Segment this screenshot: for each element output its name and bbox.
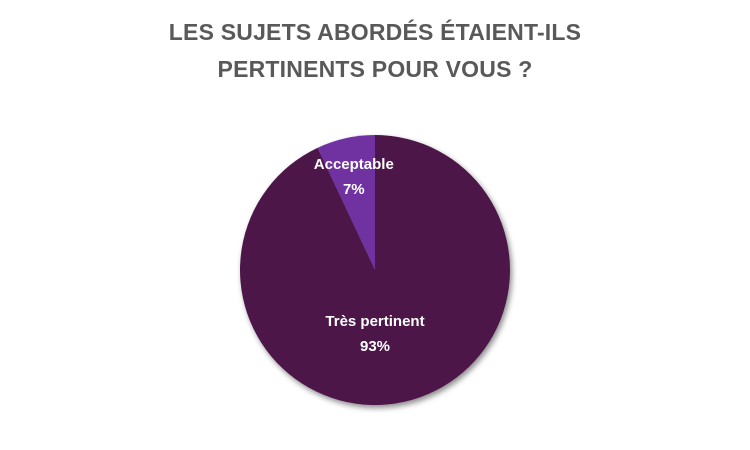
slice-category-label: Très pertinent — [325, 313, 424, 330]
pie-slices — [239, 135, 511, 405]
chart-title-line-1: LES SUJETS ABORDÉS ÉTAIENT-ILS — [168, 19, 582, 45]
slice-category-label: Acceptable — [314, 156, 394, 173]
chart-title: LES SUJETS ABORDÉS ÉTAIENT-ILS PERTINENT… — [0, 14, 750, 88]
slice-value-label: 7% — [343, 181, 365, 198]
slice-value-label: 93% — [360, 338, 390, 355]
pie-slice-acceptable — [317, 135, 375, 270]
pie-labels: Acceptable 7% Très pertinent 93% — [314, 156, 425, 355]
chart-title-line-2: PERTINENTS POUR VOUS ? — [217, 56, 533, 82]
pie-slice-tr-s-pertinent — [239, 135, 511, 405]
